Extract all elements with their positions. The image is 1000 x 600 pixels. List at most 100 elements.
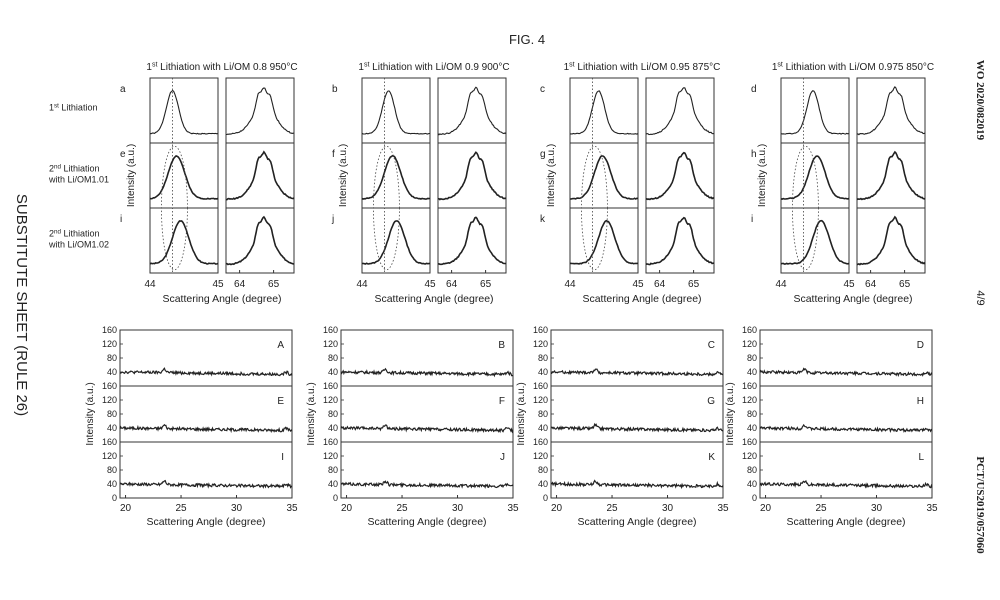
peak-003-curve bbox=[569, 219, 639, 265]
patent-publication-number: WO 2020/082019 bbox=[974, 60, 986, 141]
bottom-x-tick-label: 30 bbox=[452, 503, 464, 514]
column-title-3: 1st Lithiation with Li/OM 0.95 875°C bbox=[564, 62, 721, 74]
highlight-ellipse bbox=[373, 145, 400, 271]
panel-letter-a-1: a bbox=[120, 84, 126, 95]
peak-104-curve bbox=[856, 86, 926, 136]
bottom-y-tick-label: 40 bbox=[107, 367, 117, 377]
column-title-1: 1st Lithiation with Li/OM 0.8 950°C bbox=[146, 62, 297, 74]
bottom-x-tick-label: 20 bbox=[120, 503, 132, 514]
peak-104-curve bbox=[226, 215, 295, 266]
top-left-tick-label: 45 bbox=[843, 279, 855, 290]
bottom-frame bbox=[119, 385, 293, 443]
bottom-x-tick-label: 35 bbox=[926, 503, 938, 514]
top-right-frame bbox=[225, 207, 295, 274]
bottom-y-tick-label: 80 bbox=[107, 353, 117, 363]
panel-letter-G: G bbox=[707, 396, 715, 407]
top-right-tick-label: 64 bbox=[654, 279, 666, 290]
bottom-y-tick-label: 120 bbox=[323, 451, 338, 461]
bottom-frame bbox=[119, 441, 293, 499]
bottom-frame bbox=[550, 385, 724, 443]
bottom-y-tick-label: 160 bbox=[742, 437, 757, 447]
top-left-tick-label: 44 bbox=[144, 279, 156, 290]
bottom-y-tick-label: 40 bbox=[107, 479, 117, 489]
bottom-y-tick-label: 40 bbox=[328, 423, 338, 433]
peak-003-curve bbox=[780, 155, 850, 200]
top-right-frame bbox=[437, 207, 507, 274]
bottom-frame bbox=[550, 441, 724, 499]
peak-104-curve bbox=[437, 151, 507, 201]
bottom-x-tick-label: 30 bbox=[871, 503, 883, 514]
panel-letter-i-4: i bbox=[751, 214, 753, 225]
peak-003-curve bbox=[361, 220, 431, 265]
panel-letter-H: H bbox=[917, 396, 924, 407]
highlight-ellipse bbox=[161, 145, 188, 271]
bottom-xlabel-4: Scattering Angle (degree) bbox=[786, 516, 905, 528]
top-xlabel-4: Scattering Angle (degree) bbox=[793, 293, 912, 305]
panel-letter-I: I bbox=[281, 452, 284, 463]
highlight-ellipse bbox=[792, 145, 819, 271]
bottom-x-tick-label: 25 bbox=[606, 503, 618, 514]
bottom-x-tick-label: 30 bbox=[231, 503, 243, 514]
xrd-trace bbox=[119, 423, 293, 434]
bottom-y-tick-label: 40 bbox=[538, 423, 548, 433]
peak-003-curve bbox=[570, 155, 639, 200]
top-ylabel-2: Intensity (a.u.) bbox=[338, 144, 349, 207]
bottom-y-tick-label: 120 bbox=[742, 395, 757, 405]
top-left-frame bbox=[361, 77, 431, 144]
top-right-tick-label: 65 bbox=[688, 279, 700, 290]
top-column-3: 1st Lithiation with Li/OM 0.95 875°C Inte… bbox=[540, 62, 720, 306]
top-right-tick-label: 65 bbox=[899, 279, 911, 290]
bottom-frame bbox=[119, 329, 293, 387]
bottom-x-tick-label: 20 bbox=[341, 503, 353, 514]
peak-104-curve bbox=[856, 150, 926, 201]
top-left-tick-label: 44 bbox=[356, 279, 368, 290]
peak-104-curve bbox=[225, 150, 295, 201]
bottom-frame bbox=[340, 329, 514, 387]
bottom-y-tick-label: 40 bbox=[328, 367, 338, 377]
peak-003-curve bbox=[149, 89, 219, 135]
top-left-tick-label: 45 bbox=[632, 279, 644, 290]
bottom-frame bbox=[759, 441, 933, 499]
bottom-y-tick-label: 160 bbox=[533, 381, 548, 391]
bottom-y-tick-label: 160 bbox=[323, 437, 338, 447]
row-label-1: 1st Lithiation bbox=[49, 102, 97, 112]
bottom-y-tick-label: 80 bbox=[538, 409, 548, 419]
row-label-3-line2: with Li/OM1.02 bbox=[48, 240, 109, 250]
panel-letter-E: E bbox=[277, 396, 284, 407]
top-right-tick-label: 65 bbox=[480, 279, 492, 290]
bottom-y-tick-label: 80 bbox=[538, 465, 548, 475]
bottom-frame bbox=[759, 329, 933, 387]
bottom-column-4: Intensity (a.u.) 40 80 120 160 D 40 80 120 160 H 0 4… bbox=[725, 325, 938, 528]
bottom-y-tick-label: 160 bbox=[533, 325, 548, 335]
bottom-ylabel-1: Intensity (a.u.) bbox=[85, 382, 96, 445]
top-right-frame bbox=[645, 207, 715, 274]
bottom-x-tick-label: 35 bbox=[286, 503, 298, 514]
panel-letter-d-4: d bbox=[751, 84, 757, 95]
bottom-x-tick-label: 35 bbox=[507, 503, 519, 514]
bottom-y-tick-label: 120 bbox=[533, 451, 548, 461]
top-column-1: 1st Lithiation with Li/OM 0.8 950°C Inten… bbox=[120, 62, 298, 306]
bottom-y-tick-label: 0 bbox=[112, 493, 117, 503]
panel-letter-K: K bbox=[708, 452, 715, 463]
bottom-y-tick-label: 120 bbox=[533, 395, 548, 405]
top-left-tick-label: 44 bbox=[775, 279, 787, 290]
peak-104-curve bbox=[645, 151, 715, 201]
panel-letter-j-2: j bbox=[331, 214, 334, 225]
bottom-xlabel-2: Scattering Angle (degree) bbox=[367, 516, 486, 528]
highlight-ellipse bbox=[581, 145, 608, 271]
bottom-x-tick-label: 20 bbox=[551, 503, 563, 514]
bottom-x-tick-label: 30 bbox=[662, 503, 674, 514]
peak-104-curve bbox=[645, 87, 715, 136]
bottom-frame bbox=[340, 385, 514, 443]
bottom-y-tick-label: 80 bbox=[328, 409, 338, 419]
top-xlabel-2: Scattering Angle (degree) bbox=[374, 293, 493, 305]
xrd-trace bbox=[340, 424, 514, 434]
top-column-2: 1st Lithiation with Li/OM 0.9 900°C Inten… bbox=[331, 62, 510, 306]
xrd-trace bbox=[550, 479, 724, 490]
bottom-y-tick-label: 40 bbox=[328, 479, 338, 489]
figure-label: FIG. 4 bbox=[509, 32, 545, 47]
panel-letter-i-1: i bbox=[120, 214, 122, 225]
bottom-y-tick-label: 80 bbox=[747, 409, 757, 419]
bottom-y-tick-label: 120 bbox=[323, 339, 338, 349]
top-right-tick-label: 65 bbox=[268, 279, 280, 290]
